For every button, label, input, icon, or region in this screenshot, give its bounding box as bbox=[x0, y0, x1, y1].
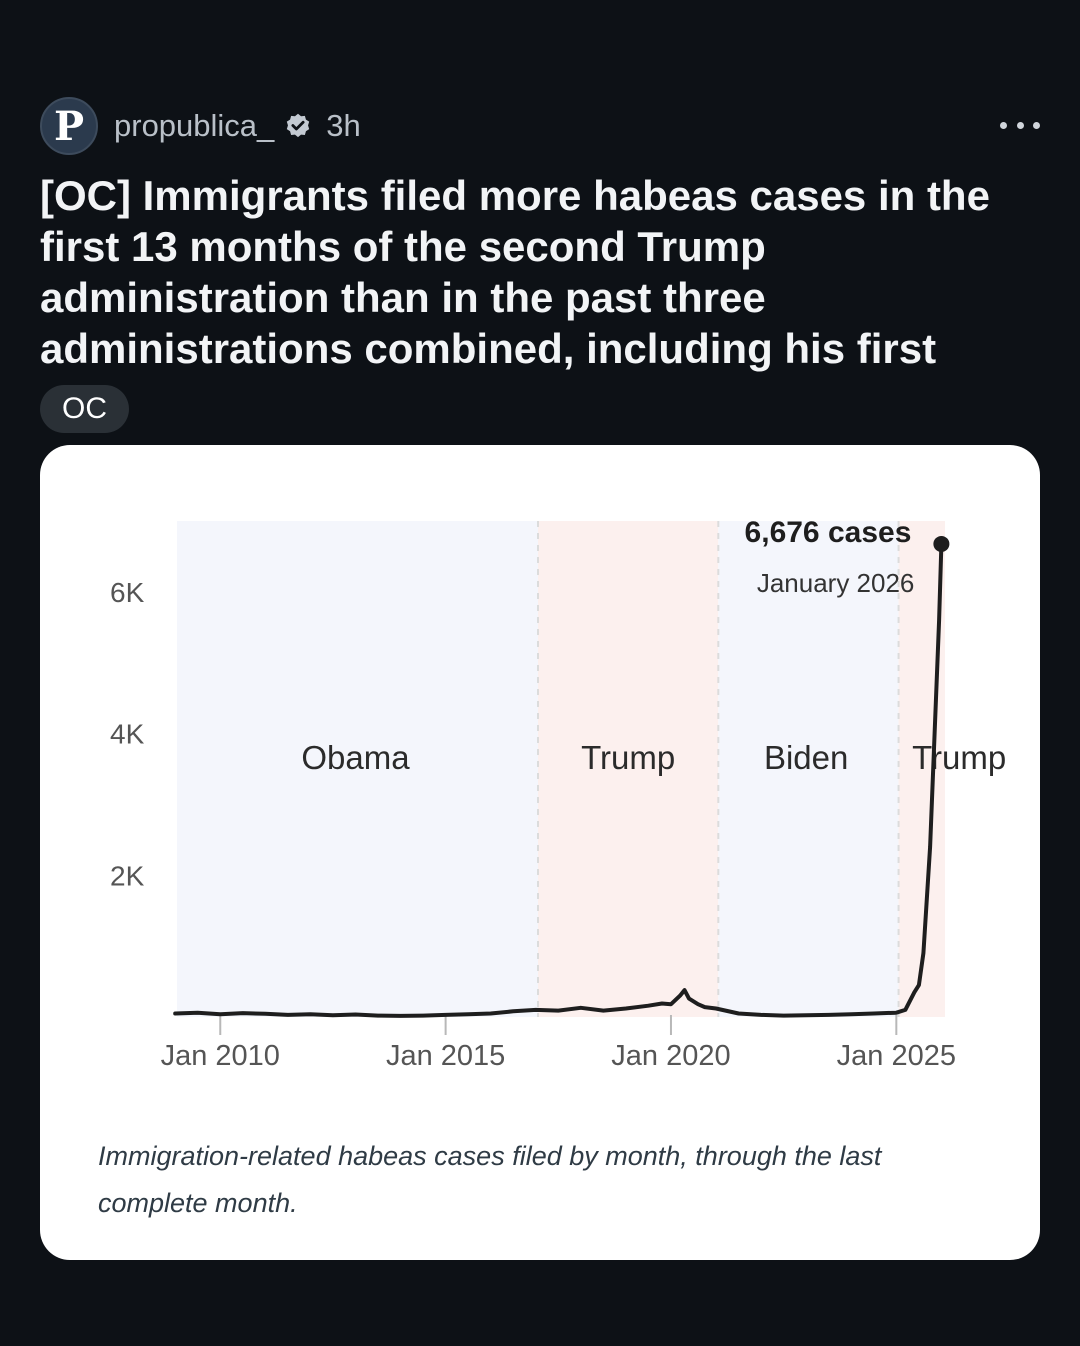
avatar[interactable]: P bbox=[40, 97, 98, 155]
more-options-button[interactable] bbox=[1000, 110, 1040, 140]
x-tick-label: Jan 2025 bbox=[837, 1040, 956, 1072]
x-tick-label: Jan 2015 bbox=[386, 1040, 505, 1072]
post-title[interactable]: [OC] Immigrants filed more habeas cases … bbox=[40, 172, 990, 372]
propublica-logo-icon: P bbox=[53, 102, 85, 150]
y-tick-label: 4K bbox=[110, 719, 145, 750]
administration-band bbox=[718, 521, 899, 1017]
administration-label: Obama bbox=[301, 739, 410, 776]
administration-label: Biden bbox=[764, 739, 848, 776]
more-options-icon bbox=[1000, 121, 1007, 129]
annotation-value-label: 6,676 cases bbox=[745, 516, 912, 549]
peak-point bbox=[933, 535, 950, 552]
chart-caption: Immigration-related habeas cases filed b… bbox=[98, 1141, 882, 1218]
administration-band bbox=[177, 521, 539, 1017]
administration-band bbox=[898, 521, 945, 1017]
flair-badge[interactable]: OC bbox=[40, 385, 129, 433]
post-timestamp: 3h bbox=[326, 108, 361, 143]
administration-band bbox=[538, 521, 719, 1017]
verified-badge-icon bbox=[287, 113, 310, 138]
series-line bbox=[173, 542, 944, 1018]
chart-card[interactable]: Obama Trump Biden Trump 2K 4K 6K Jan 2010 Jan 20… bbox=[40, 445, 1040, 1260]
y-tick-label: 6K bbox=[110, 577, 145, 608]
annotation-date-label: January 2026 bbox=[757, 568, 915, 598]
post-header: P propublica_ 3h bbox=[40, 96, 1040, 156]
username-link[interactable]: propublica_ bbox=[114, 108, 275, 143]
administration-label: Trump bbox=[912, 739, 1006, 776]
habeas-cases-chart: Obama Trump Biden Trump 2K 4K 6K Jan 2010 Jan 20… bbox=[110, 516, 1006, 1072]
administration-label: Trump bbox=[581, 739, 675, 776]
x-tick-label: Jan 2020 bbox=[611, 1040, 730, 1072]
y-tick-label: 2K bbox=[110, 860, 145, 891]
x-tick-label: Jan 2010 bbox=[161, 1040, 280, 1072]
